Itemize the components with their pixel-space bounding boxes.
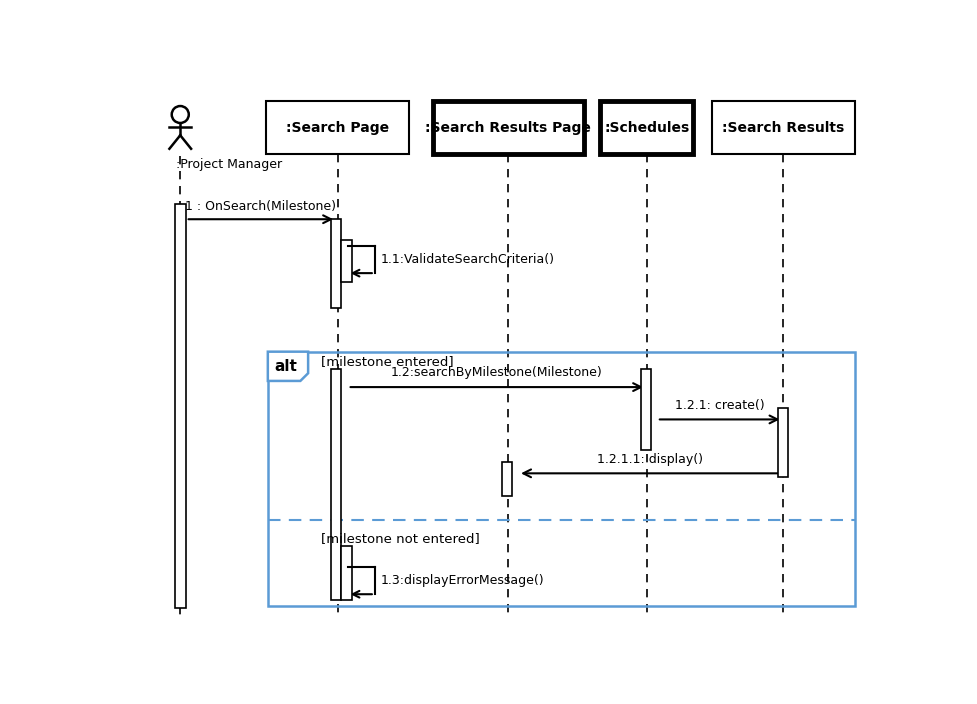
Bar	[341, 240, 352, 282]
Bar	[778, 408, 787, 477]
Bar	[266, 101, 409, 153]
Bar	[268, 352, 855, 605]
Text: 1.3:displayErrorMessage(): 1.3:displayErrorMessage()	[381, 574, 544, 587]
Text: :Search Results Page: :Search Results Page	[425, 120, 591, 134]
Text: :Schedules: :Schedules	[604, 120, 690, 134]
Text: [milestone entered]: [milestone entered]	[320, 356, 453, 368]
Text: 1.1:ValidateSearchCriteria(): 1.1:ValidateSearchCriteria()	[381, 253, 555, 266]
Bar	[433, 101, 583, 153]
Text: 1.2.1.1: display(): 1.2.1.1: display()	[597, 453, 703, 465]
Bar	[711, 101, 855, 153]
Text: alt: alt	[275, 359, 297, 374]
Text: [milestone not entered]: [milestone not entered]	[320, 532, 480, 546]
Bar	[331, 370, 341, 601]
Polygon shape	[268, 352, 308, 381]
Bar	[175, 204, 186, 608]
Text: :Project Manager: :Project Manager	[177, 158, 282, 171]
Text: 1.2:searchByMilestone(Milestone): 1.2:searchByMilestone(Milestone)	[391, 366, 603, 379]
Text: :Search Page: :Search Page	[286, 120, 389, 134]
Bar	[331, 219, 341, 308]
Bar	[341, 546, 352, 601]
Bar	[502, 462, 512, 496]
Bar	[600, 101, 694, 153]
Text: 1 : OnSearch(Milestone): 1 : OnSearch(Milestone)	[186, 200, 336, 213]
Bar	[641, 370, 652, 451]
Text: :Search Results: :Search Results	[722, 120, 844, 134]
Text: 1.2.1: create(): 1.2.1: create()	[675, 398, 764, 412]
